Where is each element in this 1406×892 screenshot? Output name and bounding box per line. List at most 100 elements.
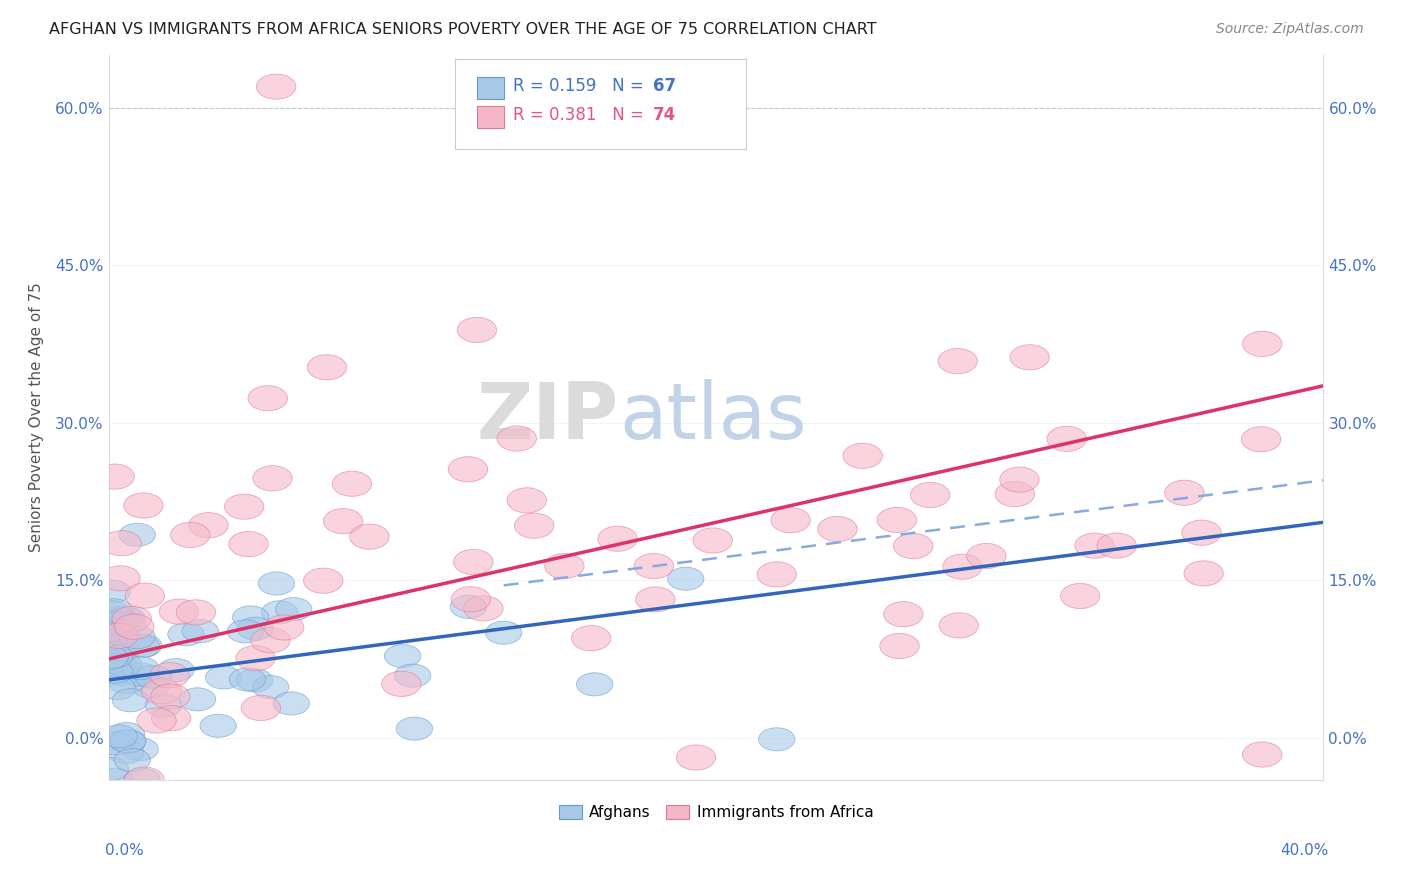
Ellipse shape — [107, 607, 143, 631]
Ellipse shape — [145, 694, 181, 717]
Ellipse shape — [508, 488, 547, 513]
Ellipse shape — [544, 553, 583, 579]
Ellipse shape — [395, 665, 430, 687]
Ellipse shape — [844, 443, 883, 468]
Ellipse shape — [1047, 426, 1087, 451]
Ellipse shape — [450, 595, 486, 618]
Ellipse shape — [179, 688, 215, 711]
Ellipse shape — [758, 728, 794, 751]
Ellipse shape — [756, 562, 796, 587]
Ellipse shape — [457, 318, 496, 343]
Ellipse shape — [676, 745, 716, 770]
Ellipse shape — [449, 457, 488, 482]
Ellipse shape — [232, 606, 269, 629]
Ellipse shape — [159, 599, 198, 624]
Ellipse shape — [200, 714, 236, 738]
Ellipse shape — [93, 650, 129, 673]
Ellipse shape — [1010, 344, 1049, 370]
Ellipse shape — [264, 615, 304, 640]
Ellipse shape — [229, 668, 266, 691]
Ellipse shape — [1241, 426, 1281, 452]
Ellipse shape — [1164, 480, 1204, 506]
Ellipse shape — [107, 740, 143, 764]
Ellipse shape — [135, 665, 172, 689]
Text: R = 0.159   N =: R = 0.159 N = — [513, 78, 650, 95]
Ellipse shape — [98, 624, 138, 648]
Ellipse shape — [96, 464, 135, 489]
Ellipse shape — [157, 658, 194, 681]
Ellipse shape — [228, 620, 264, 643]
Ellipse shape — [110, 613, 146, 636]
Ellipse shape — [97, 645, 134, 668]
Ellipse shape — [225, 494, 264, 519]
Ellipse shape — [188, 513, 228, 538]
Ellipse shape — [108, 607, 145, 630]
Ellipse shape — [170, 523, 209, 548]
Ellipse shape — [242, 696, 281, 721]
FancyBboxPatch shape — [456, 59, 747, 149]
Ellipse shape — [571, 625, 610, 651]
Ellipse shape — [103, 656, 139, 678]
Text: AFGHAN VS IMMIGRANTS FROM AFRICA SENIORS POVERTY OVER THE AGE OF 75 CORRELATION : AFGHAN VS IMMIGRANTS FROM AFRICA SENIORS… — [49, 22, 877, 37]
Ellipse shape — [97, 768, 134, 791]
Ellipse shape — [238, 617, 274, 640]
Ellipse shape — [636, 587, 675, 612]
Ellipse shape — [634, 554, 673, 579]
Ellipse shape — [384, 644, 420, 667]
Ellipse shape — [98, 619, 135, 641]
Ellipse shape — [1074, 533, 1114, 558]
Ellipse shape — [1182, 520, 1222, 545]
Ellipse shape — [120, 524, 156, 546]
Ellipse shape — [253, 466, 292, 491]
Ellipse shape — [598, 526, 637, 551]
Ellipse shape — [205, 666, 242, 689]
Ellipse shape — [101, 725, 138, 748]
Ellipse shape — [485, 621, 522, 644]
Ellipse shape — [454, 549, 494, 574]
Ellipse shape — [114, 748, 150, 772]
Ellipse shape — [108, 723, 145, 746]
Ellipse shape — [939, 613, 979, 638]
Text: 67: 67 — [652, 78, 676, 95]
Ellipse shape — [91, 646, 128, 669]
Text: Source: ZipAtlas.com: Source: ZipAtlas.com — [1216, 22, 1364, 37]
Ellipse shape — [101, 622, 138, 645]
Ellipse shape — [112, 607, 152, 632]
Ellipse shape — [94, 580, 131, 603]
Ellipse shape — [142, 679, 181, 704]
Ellipse shape — [877, 508, 917, 533]
Text: atlas: atlas — [619, 379, 807, 456]
Ellipse shape — [105, 653, 142, 676]
Ellipse shape — [304, 568, 343, 593]
Text: ZIP: ZIP — [477, 379, 619, 456]
Ellipse shape — [104, 663, 141, 686]
Ellipse shape — [498, 426, 537, 451]
Ellipse shape — [181, 620, 218, 643]
Text: 0.0%: 0.0% — [105, 843, 145, 858]
Ellipse shape — [94, 627, 131, 650]
Ellipse shape — [308, 355, 347, 380]
Ellipse shape — [250, 628, 290, 653]
Ellipse shape — [273, 692, 309, 715]
Text: 40.0%: 40.0% — [1281, 843, 1329, 858]
Ellipse shape — [1243, 331, 1282, 357]
Ellipse shape — [576, 673, 613, 696]
Ellipse shape — [125, 583, 165, 608]
Ellipse shape — [97, 612, 134, 635]
Ellipse shape — [995, 482, 1035, 507]
Ellipse shape — [1060, 583, 1099, 608]
Ellipse shape — [114, 615, 155, 640]
Ellipse shape — [98, 607, 135, 630]
Ellipse shape — [124, 493, 163, 518]
Ellipse shape — [104, 639, 141, 662]
Ellipse shape — [97, 660, 132, 683]
Ellipse shape — [122, 657, 159, 680]
Ellipse shape — [893, 533, 934, 558]
Ellipse shape — [252, 675, 288, 698]
Legend: Afghans, Immigrants from Africa: Afghans, Immigrants from Africa — [553, 799, 880, 826]
Bar — [477, 106, 503, 128]
Ellipse shape — [110, 730, 146, 753]
Ellipse shape — [122, 738, 159, 761]
Ellipse shape — [259, 572, 295, 595]
Ellipse shape — [464, 596, 503, 621]
